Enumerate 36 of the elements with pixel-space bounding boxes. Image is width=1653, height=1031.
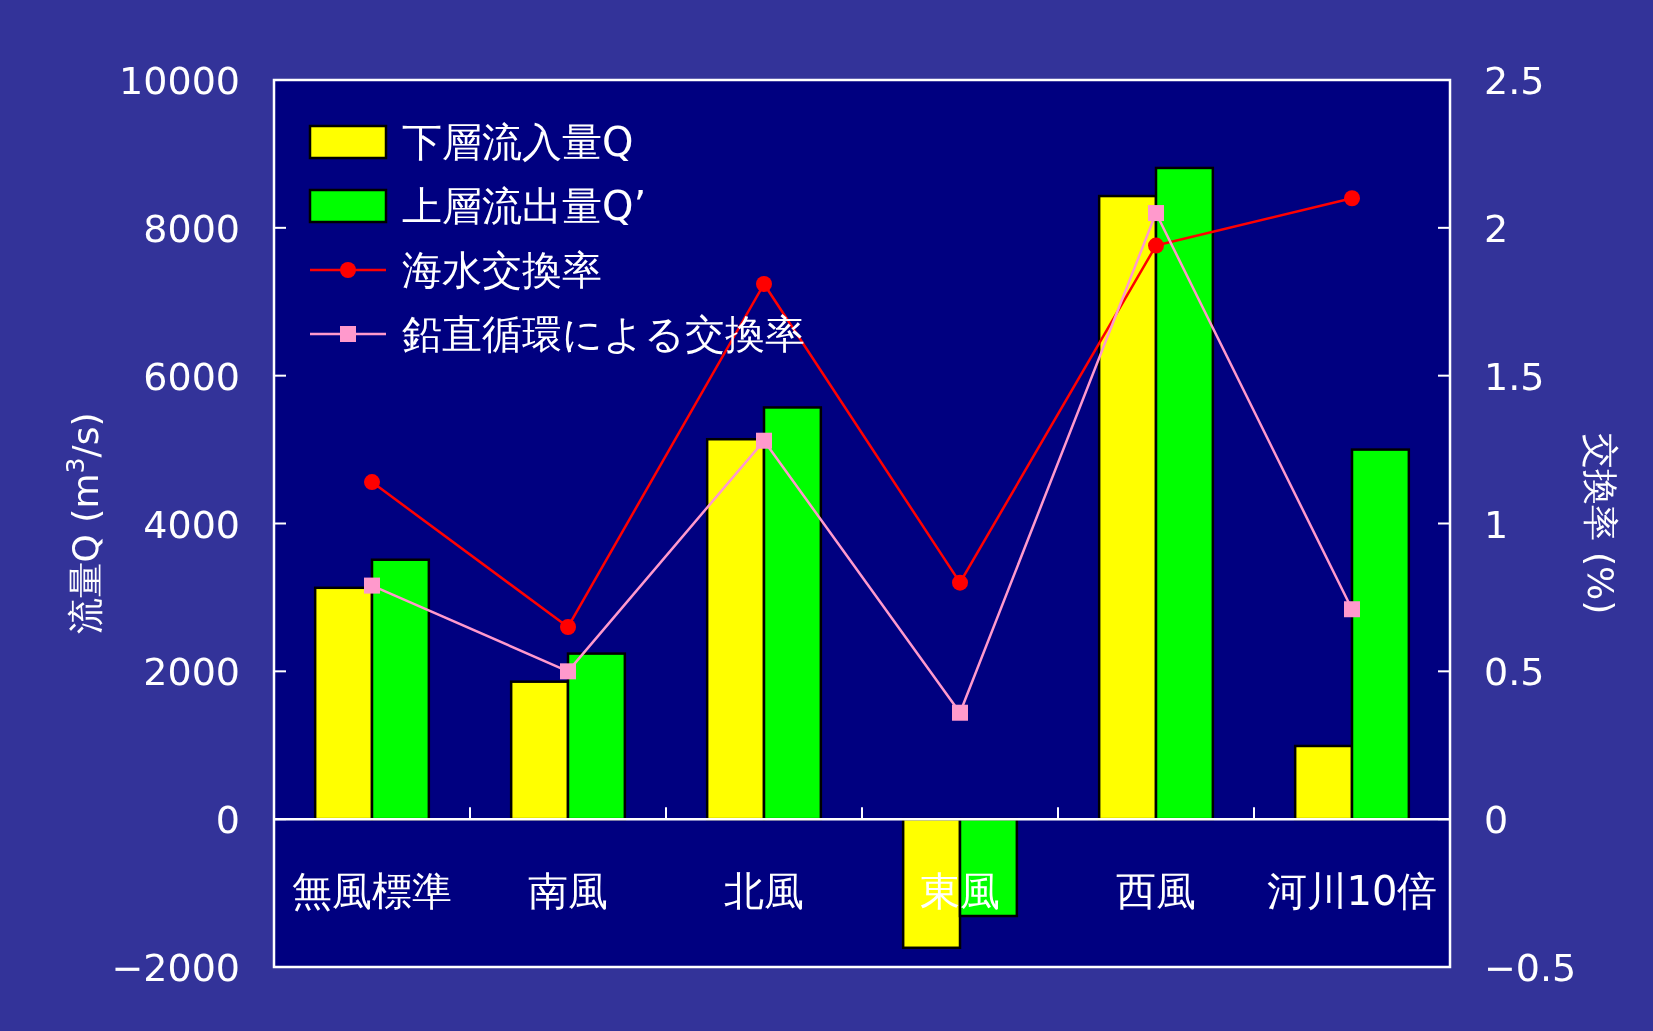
x-tick-label: 西風 bbox=[1116, 868, 1196, 914]
point bbox=[364, 577, 380, 594]
y-tick-label: 6000 bbox=[143, 354, 240, 399]
y2-tick-label: 1.5 bbox=[1484, 354, 1545, 399]
y2-tick-label: 2.5 bbox=[1484, 59, 1545, 103]
y-tick-label: 4000 bbox=[143, 502, 240, 547]
y2-tick-label: 0 bbox=[1484, 798, 1509, 843]
point bbox=[560, 663, 576, 680]
point bbox=[1148, 205, 1164, 222]
x-tick-label: 東風 bbox=[920, 868, 1000, 914]
point bbox=[560, 618, 576, 635]
y2-tick-label: −0.5 bbox=[1484, 946, 1577, 990]
y-tick-label: 2000 bbox=[143, 650, 240, 695]
y-tick-label: 0 bbox=[215, 798, 240, 843]
y2-axis-title: 交換率 (%) bbox=[1580, 432, 1621, 615]
x-tick-label: 北風 bbox=[724, 868, 804, 914]
y2-tick-label: 2 bbox=[1484, 206, 1509, 251]
x-tick-label: 南風 bbox=[528, 868, 608, 914]
point bbox=[1148, 237, 1164, 254]
legend-label: 海水交換率 bbox=[402, 247, 602, 293]
y-tick-label: −2000 bbox=[111, 946, 240, 990]
x-tick-label: 河川10倍 bbox=[1266, 868, 1438, 914]
legend-label: 上層流出量Q’ bbox=[402, 183, 647, 229]
y2-tick-label: 1 bbox=[1484, 502, 1509, 547]
y-tick-label: 8000 bbox=[143, 206, 240, 251]
point bbox=[952, 704, 968, 721]
point bbox=[1344, 601, 1360, 618]
x-tick-label: 無風標準 bbox=[292, 868, 452, 914]
y2-tick-label: 0.5 bbox=[1484, 650, 1545, 695]
point bbox=[364, 474, 380, 491]
legend-label: 下層流入量Q bbox=[402, 119, 634, 165]
point bbox=[952, 574, 968, 591]
y-tick-label: 10000 bbox=[119, 59, 240, 103]
point bbox=[756, 432, 772, 449]
point bbox=[756, 276, 772, 293]
point bbox=[1344, 190, 1360, 207]
